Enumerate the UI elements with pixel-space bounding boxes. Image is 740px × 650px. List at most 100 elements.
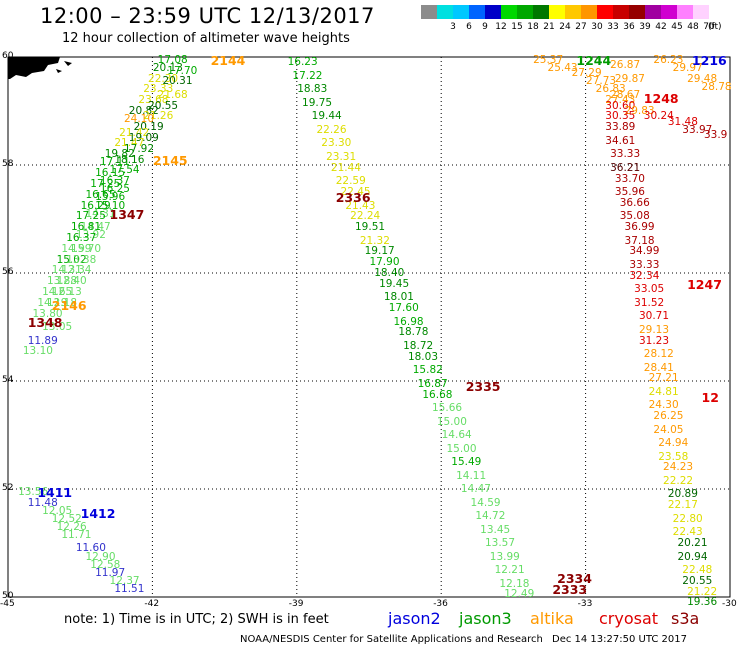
wave-height-reading: 21.47: [114, 137, 145, 150]
legend-unit-label: (ft): [708, 22, 722, 32]
wave-height-reading: 17.25: [75, 210, 106, 223]
footer-note: note: 1) Time is in UTC; 2) SWH is in fe…: [64, 612, 329, 627]
wave-height-reading: 22.48: [682, 564, 713, 576]
wave-height-reading: 30.35: [605, 110, 636, 123]
wave-height-reading: 21.68: [157, 88, 188, 101]
wave-height-reading: 11.48: [27, 496, 58, 509]
wave-height-reading: 16.68: [422, 388, 453, 401]
longitude-tick: -36: [433, 599, 448, 609]
wave-height-reading: 33.33: [610, 148, 641, 161]
wave-height-reading: 16.65: [85, 188, 116, 201]
latitude-tick: 50: [2, 591, 14, 601]
wave-height-reading: 23.33: [143, 83, 174, 96]
legend-swatch: [453, 5, 469, 19]
wave-height-reading: 21.43: [345, 199, 376, 212]
wave-height-reading: 15.96: [95, 191, 126, 204]
wave-height-reading: 14.19: [37, 296, 68, 309]
wave-height-reading: 27.43: [605, 94, 636, 107]
wave-height-reading: 16.25: [99, 183, 130, 196]
credit-line: NOAA/NESDIS Center for Satellite Applica…: [240, 634, 543, 645]
wave-height-reading: 33.9: [703, 129, 728, 142]
wave-height-reading: 16.98: [393, 315, 424, 328]
wave-height-reading: 18.83: [297, 83, 328, 96]
wave-height-reading: 16.87: [417, 377, 448, 390]
wave-height-reading: 27.73: [586, 75, 617, 88]
wave-height-reading: 18.16: [114, 153, 145, 166]
wave-height-reading: 14.47: [80, 221, 111, 234]
wave-height-reading: 14.72: [475, 510, 506, 522]
wave-height-reading: 13.10: [22, 345, 53, 358]
wave-height-reading: 13.99: [489, 550, 520, 563]
wave-height-reading: 23.68: [138, 94, 169, 107]
wave-height-reading: 26.87: [610, 59, 641, 72]
wave-height-reading: 15.49: [451, 456, 482, 468]
wave-height-reading: 19.45: [379, 277, 410, 290]
wave-height-reading: 27.21: [648, 372, 679, 385]
greenland-coastline: [8, 57, 72, 79]
wave-height-reading: 14.99: [61, 242, 92, 255]
wave-height-reading: 13.92: [75, 229, 106, 242]
wave-height-reading: 19.09: [128, 132, 159, 144]
wave-height-reading: 17.54: [109, 164, 140, 177]
legend-swatch: [661, 5, 677, 19]
wave-height-reading: 30.60: [605, 99, 636, 112]
legend-bin-label: 15: [511, 22, 523, 32]
wave-height-reading: 28.41: [643, 361, 674, 374]
latitude-tick: 52: [2, 483, 14, 493]
wave-height-reading: 33.33: [629, 258, 660, 271]
pass-number-label: 1347: [109, 206, 145, 222]
latitude-tick: 58: [2, 159, 14, 169]
legend-s3a: s3a: [671, 609, 700, 628]
wave-height-reading: 35.08: [619, 210, 650, 223]
wave-height-reading: 14.31: [51, 264, 82, 277]
wave-height-reading: 29.13: [638, 323, 670, 336]
legend-bin-label: 6: [466, 22, 472, 32]
wave-height-reading: 22.22: [663, 474, 694, 487]
generation-timestamp: Dec 14 13:27:50 UTC 2017: [552, 634, 687, 645]
wave-height-reading: 12.18: [499, 577, 530, 590]
legend-bin-label: 9: [482, 22, 488, 32]
wave-height-reading: 15.82: [412, 364, 443, 377]
wave-height-reading: 36.66: [619, 196, 650, 209]
legend-bin-label: 27: [575, 22, 587, 32]
wave-height-reading: 12.58: [90, 558, 121, 571]
wave-height-reading: 14.65: [42, 285, 73, 298]
wave-height-reading: 17.25: [90, 177, 121, 190]
wave-height-reading: 31.52: [634, 296, 665, 309]
map-grid: [7, 56, 731, 598]
legend-bin-label: 21: [543, 22, 555, 32]
legend-jason3: jason3: [459, 609, 512, 628]
legend-bin-label: 70: [703, 22, 715, 32]
pass-number-label: 1412: [80, 506, 116, 522]
legend-bin-label: 39: [639, 22, 651, 32]
wave-height-reading: 22.24: [350, 210, 381, 223]
wave-height-reading: 16.37: [99, 175, 130, 188]
wave-height-reading: 24.81: [648, 385, 679, 398]
wave-height-reading: 20.94: [677, 550, 708, 563]
wave-height-reading: 19.82: [104, 148, 135, 161]
wave-height-reading: 11.71: [61, 528, 92, 541]
wave-height-reading: 36.21: [610, 161, 641, 174]
pass-number-label: 1411: [37, 484, 73, 500]
wave-height-reading: 11.89: [27, 334, 58, 347]
wave-height-reading: 18.03: [407, 350, 438, 363]
wave-height-reading: 23.30: [321, 137, 352, 150]
wave-height-reading: 33.05: [634, 283, 665, 296]
wave-height-reading: 32.34: [629, 269, 660, 282]
wave-height-reading: 22.17: [667, 499, 698, 512]
wave-height-reading: 19.51: [355, 221, 386, 234]
pass-number-label: 1244: [576, 52, 612, 68]
legend-swatch: [533, 5, 549, 19]
legend-bin-label: 18: [527, 22, 539, 32]
wave-height-reading: 17.70: [167, 64, 198, 77]
legend-swatch: [549, 5, 565, 19]
wave-height-reading: 20.13: [152, 61, 183, 74]
wave-height-reading: 13.45: [480, 523, 511, 536]
wave-height-reading: 14.11: [456, 469, 487, 482]
legend-cryosat: cryosat: [599, 609, 659, 628]
legend-swatch: [613, 5, 629, 19]
legend-bin-label: 42: [655, 22, 667, 32]
legend-swatch: [565, 5, 581, 19]
wave-height-reading: 21.22: [687, 585, 718, 598]
wave-height-reading: 20.55: [682, 574, 713, 587]
